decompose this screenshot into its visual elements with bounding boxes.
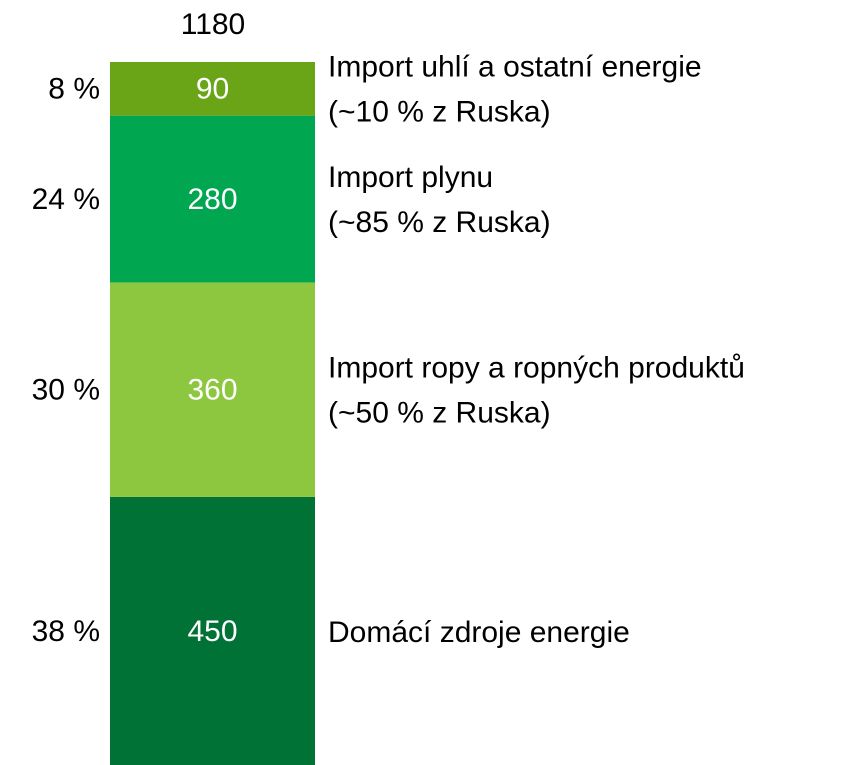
share-label: 8 % bbox=[48, 73, 100, 106]
legend-note: (~50 % z Ruska) bbox=[328, 397, 551, 430]
value-label: 280 bbox=[187, 183, 237, 216]
total-label: 1180 bbox=[181, 8, 246, 41]
legend-label: Import uhlí a ostatní energie bbox=[328, 51, 702, 84]
bar-segment bbox=[110, 496, 315, 765]
share-label: 24 % bbox=[32, 183, 100, 216]
share-label: 38 % bbox=[32, 615, 100, 648]
value-label: 450 bbox=[187, 615, 237, 648]
value-label: 360 bbox=[187, 374, 237, 407]
share-label: 30 % bbox=[32, 374, 100, 407]
legend-note: (~10 % z Ruska) bbox=[328, 96, 551, 129]
bar-segment bbox=[110, 62, 315, 116]
value-label: 90 bbox=[196, 73, 229, 106]
legend-label: Domácí zdroje energie bbox=[328, 616, 630, 649]
legend-label: Import ropy a ropných produktů bbox=[328, 352, 745, 385]
legend-label: Import plynu bbox=[328, 161, 493, 194]
legend-note: (~85 % z Ruska) bbox=[328, 206, 551, 239]
bar-segment bbox=[110, 115, 315, 283]
bar-segment bbox=[110, 282, 315, 497]
